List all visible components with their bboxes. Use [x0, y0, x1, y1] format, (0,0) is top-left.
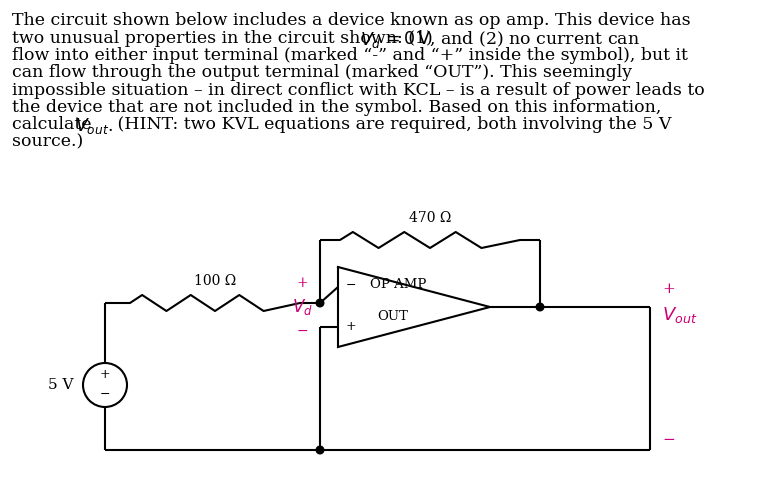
Text: The circuit shown below includes a device known as op amp. This device has: The circuit shown below includes a devic…	[12, 12, 690, 29]
Text: −: −	[346, 279, 356, 292]
Text: OP AMP: OP AMP	[370, 279, 426, 292]
Text: flow into either input terminal (marked “-” and “+” inside the symbol), but it: flow into either input terminal (marked …	[12, 47, 687, 64]
Text: $V_d$: $V_d$	[291, 297, 312, 317]
Text: $V_{out}$: $V_{out}$	[662, 305, 697, 325]
Text: +: +	[296, 276, 308, 290]
Text: 100 Ω: 100 Ω	[194, 274, 236, 288]
Text: +: +	[100, 368, 110, 382]
Circle shape	[316, 299, 324, 307]
Text: source.): source.)	[12, 134, 83, 150]
Text: the device that are not included in the symbol. Based on this information,: the device that are not included in the …	[12, 99, 661, 116]
Text: −: −	[296, 324, 308, 338]
Text: impossible situation – in direct conflict with KCL – is a result of power leads : impossible situation – in direct conflic…	[12, 82, 704, 99]
Text: calculate: calculate	[12, 116, 97, 133]
Text: two unusual properties in the circuit shown: (1): two unusual properties in the circuit sh…	[12, 30, 438, 47]
Text: 5 V: 5 V	[48, 378, 73, 392]
Text: −: −	[100, 388, 110, 400]
Text: can flow through the output terminal (marked “OUT”). This seemingly: can flow through the output terminal (ma…	[12, 64, 632, 81]
Circle shape	[316, 446, 324, 454]
Text: 470 Ω: 470 Ω	[409, 211, 451, 225]
Text: −: −	[662, 433, 675, 447]
Text: $V_{out}$.: $V_{out}$.	[75, 116, 114, 136]
Text: +: +	[346, 320, 357, 334]
Text: $= 0\,\mathrm{V}$, and (2) no current can: $= 0\,\mathrm{V}$, and (2) no current ca…	[382, 30, 640, 49]
Text: $V_d$: $V_d$	[360, 30, 382, 50]
Text: OUT: OUT	[377, 310, 409, 324]
Circle shape	[536, 303, 544, 311]
Text: (HINT: two KVL equations are required, both involving the 5 V: (HINT: two KVL equations are required, b…	[112, 116, 671, 133]
Text: +: +	[662, 282, 675, 296]
